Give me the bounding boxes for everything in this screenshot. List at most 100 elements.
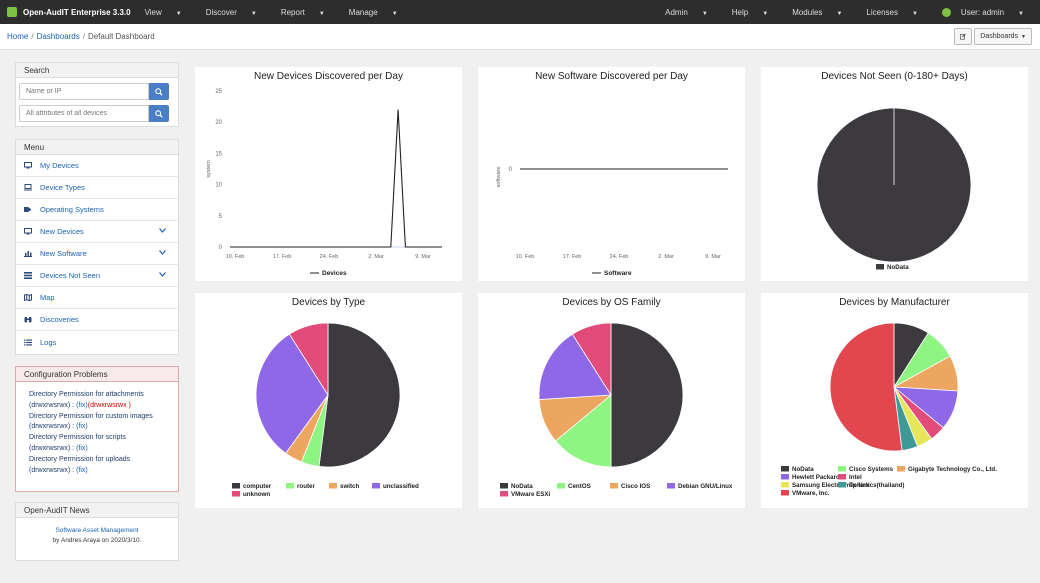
new-devices-line-chart[interactable]: system 0 5 10 15 20 25 10. Feb 17. Feb 24. Feb 2. … [195,67,462,281]
chart-card-devices-by-os: Devices by OS Family NoData CentOS Cisco I… [478,293,745,508]
legend-label: unclassified [383,483,419,490]
menu-item-my-devices[interactable]: My Devices [16,155,178,177]
config-custom-images-perm: (drwxrwsrwx) : [29,423,77,431]
server-icon [24,272,32,279]
x-tick-label: 17. Feb [563,254,582,260]
menu-item-logs[interactable]: Logs [16,331,178,353]
config-custom-images-fix-link[interactable]: (fix) [76,423,88,431]
legend-swatch [781,466,789,472]
search-icon [155,87,163,96]
menu-item-devices-not-seen[interactable]: Devices Not Seen [16,265,178,287]
configuration-problems-panel: Configuration Problems Directory Permiss… [15,366,179,492]
devices-by-manufacturer-pie-chart[interactable]: NoData Cisco Systems Gigabyte Technology C… [761,293,1028,508]
map-icon [24,294,32,301]
menu-item-label: Devices Not Seen [40,271,101,280]
dashboards-dropdown-button[interactable]: Dashboards ▼ [974,28,1032,45]
devices-by-type-pie-chart[interactable]: computer router switch unclassified unknown [195,293,462,508]
legend-label: switch [340,483,359,490]
devices-not-seen-pie-chart[interactable]: NoData [761,67,1028,281]
monitor-icon [24,228,32,235]
config-attachments-fix-link[interactable]: (fix) [76,401,88,409]
breadcrumb-home[interactable]: Home [7,32,29,41]
menu-admin[interactable]: Admin ▼ [665,8,720,17]
caret-down-icon: ▼ [175,10,182,17]
chevron-down-icon[interactable] [159,272,166,279]
user-icon[interactable] [941,7,951,17]
menu-item-map[interactable]: Map [16,287,178,309]
laptop-icon [24,184,32,191]
devices-by-os-pie-chart[interactable]: NoData CentOS Cisco IOS Debian GNU/Linux VMw… [478,293,745,508]
menu-item-new-devices[interactable]: New Devices [16,221,178,243]
caret-down-icon: ▼ [318,10,325,17]
y-tick-label: 0 [509,167,513,173]
breadcrumb-dashboards[interactable]: Dashboards [36,32,80,41]
legend-label: Tp-link [849,482,870,489]
menu-discover-label: Discover [205,7,237,17]
search-name-ip-input[interactable] [19,83,149,100]
legend-label: VMware ESXi [511,491,550,498]
caret-down-icon: ▼ [391,10,398,17]
legend-label: Hewlett Packard [792,474,840,481]
menu-item-label: Map [40,293,55,302]
legend-swatch [232,491,240,497]
edit-icon [960,33,966,40]
config-uploads-fix-link[interactable]: (fix) [76,466,88,474]
configuration-problems-title: Configuration Problems [16,367,178,382]
search-name-ip-button[interactable] [149,83,169,100]
legend-label: NoData [511,483,533,490]
breadcrumb-separator: / [31,32,34,41]
menu-discover[interactable]: Discover ▼ [206,8,269,17]
search-panel-title: Search [16,63,178,78]
chart-title: Devices by OS Family [562,297,661,308]
chevron-down-icon[interactable] [159,250,166,257]
menu-item-label: Discoveries [40,315,79,324]
legend-swatch [286,483,294,489]
config-uploads-text: Directory Permission for uploads [29,455,131,463]
tags-icon [24,206,32,213]
search-panel: Search [15,62,179,127]
menu-item-operating-systems[interactable]: Operating Systems [16,199,178,221]
legend-label: CentOS [568,483,591,490]
menu-modules[interactable]: Modules ▼ [792,8,854,17]
menu-panel: Menu My Devices Device Types Operating S… [15,139,179,355]
search-all-attributes-button[interactable] [149,105,169,122]
menu-item-discoveries[interactable]: Discoveries [16,309,178,331]
config-attachments-bad-perm: (drwxrwsrwx ) [87,401,131,409]
news-panel: Open-AudIT News Software Asset Managemen… [15,502,179,561]
chart-card-devices-by-type: Devices by Type computer router switch uncl… [195,293,462,508]
new-software-line-chart[interactable]: software 0 10. Feb 17. Feb 24. Feb 2. Mar 9. M… [478,67,745,281]
legend-label: unknown [243,491,270,498]
legend-label: VMware, Inc. [792,490,830,497]
menu-item-device-types[interactable]: Device Types [16,177,178,199]
menu-user[interactable]: User: admin ▼ [961,8,1036,17]
pie-slice-unclassified [255,333,329,454]
legend-label: Samsung Electro-mechanics(thailand) [792,482,904,489]
config-custom-images-text: Directory Permission for custom images [29,412,153,420]
brand[interactable]: Open-AudIT Enterprise 3.3.0 [0,7,131,17]
edit-dashboard-button[interactable] [954,28,973,45]
pie-slice-nodata [610,322,684,468]
menu-licenses-label: Licenses [866,7,898,17]
menu-licenses[interactable]: Licenses ▼ [866,8,930,17]
legend-label: Intel [849,474,862,481]
main-menu: View ▼ Discover ▼ Report ▼ Manage ▼ [145,8,422,17]
legend-label: NoData [887,264,909,271]
search-all-attributes-input[interactable] [19,105,149,122]
menu-manage[interactable]: Manage ▼ [349,8,410,17]
menu-view[interactable]: View ▼ [145,8,194,17]
chevron-down-icon[interactable] [159,228,166,235]
chart-title: Devices by Type [291,297,366,308]
config-scripts-fix-link[interactable]: (fix) [76,444,88,452]
menu-item-label: Logs [40,337,57,347]
news-article-link[interactable]: Software Asset Management [55,527,139,534]
menu-report[interactable]: Report ▼ [281,8,337,17]
caret-down-icon: ▼ [911,10,918,17]
legend-swatch [329,483,337,489]
x-tick-label: 17. Feb [273,254,292,260]
menu-item-label: My Devices [40,161,79,170]
menu-help[interactable]: Help ▼ [732,8,780,17]
chart-card-new-devices: New Devices Discovered per Day system 0 5 1… [195,67,462,281]
menu-item-new-software[interactable]: New Software [16,243,178,265]
legend-swatch [610,483,618,489]
legend-swatch [838,482,846,488]
